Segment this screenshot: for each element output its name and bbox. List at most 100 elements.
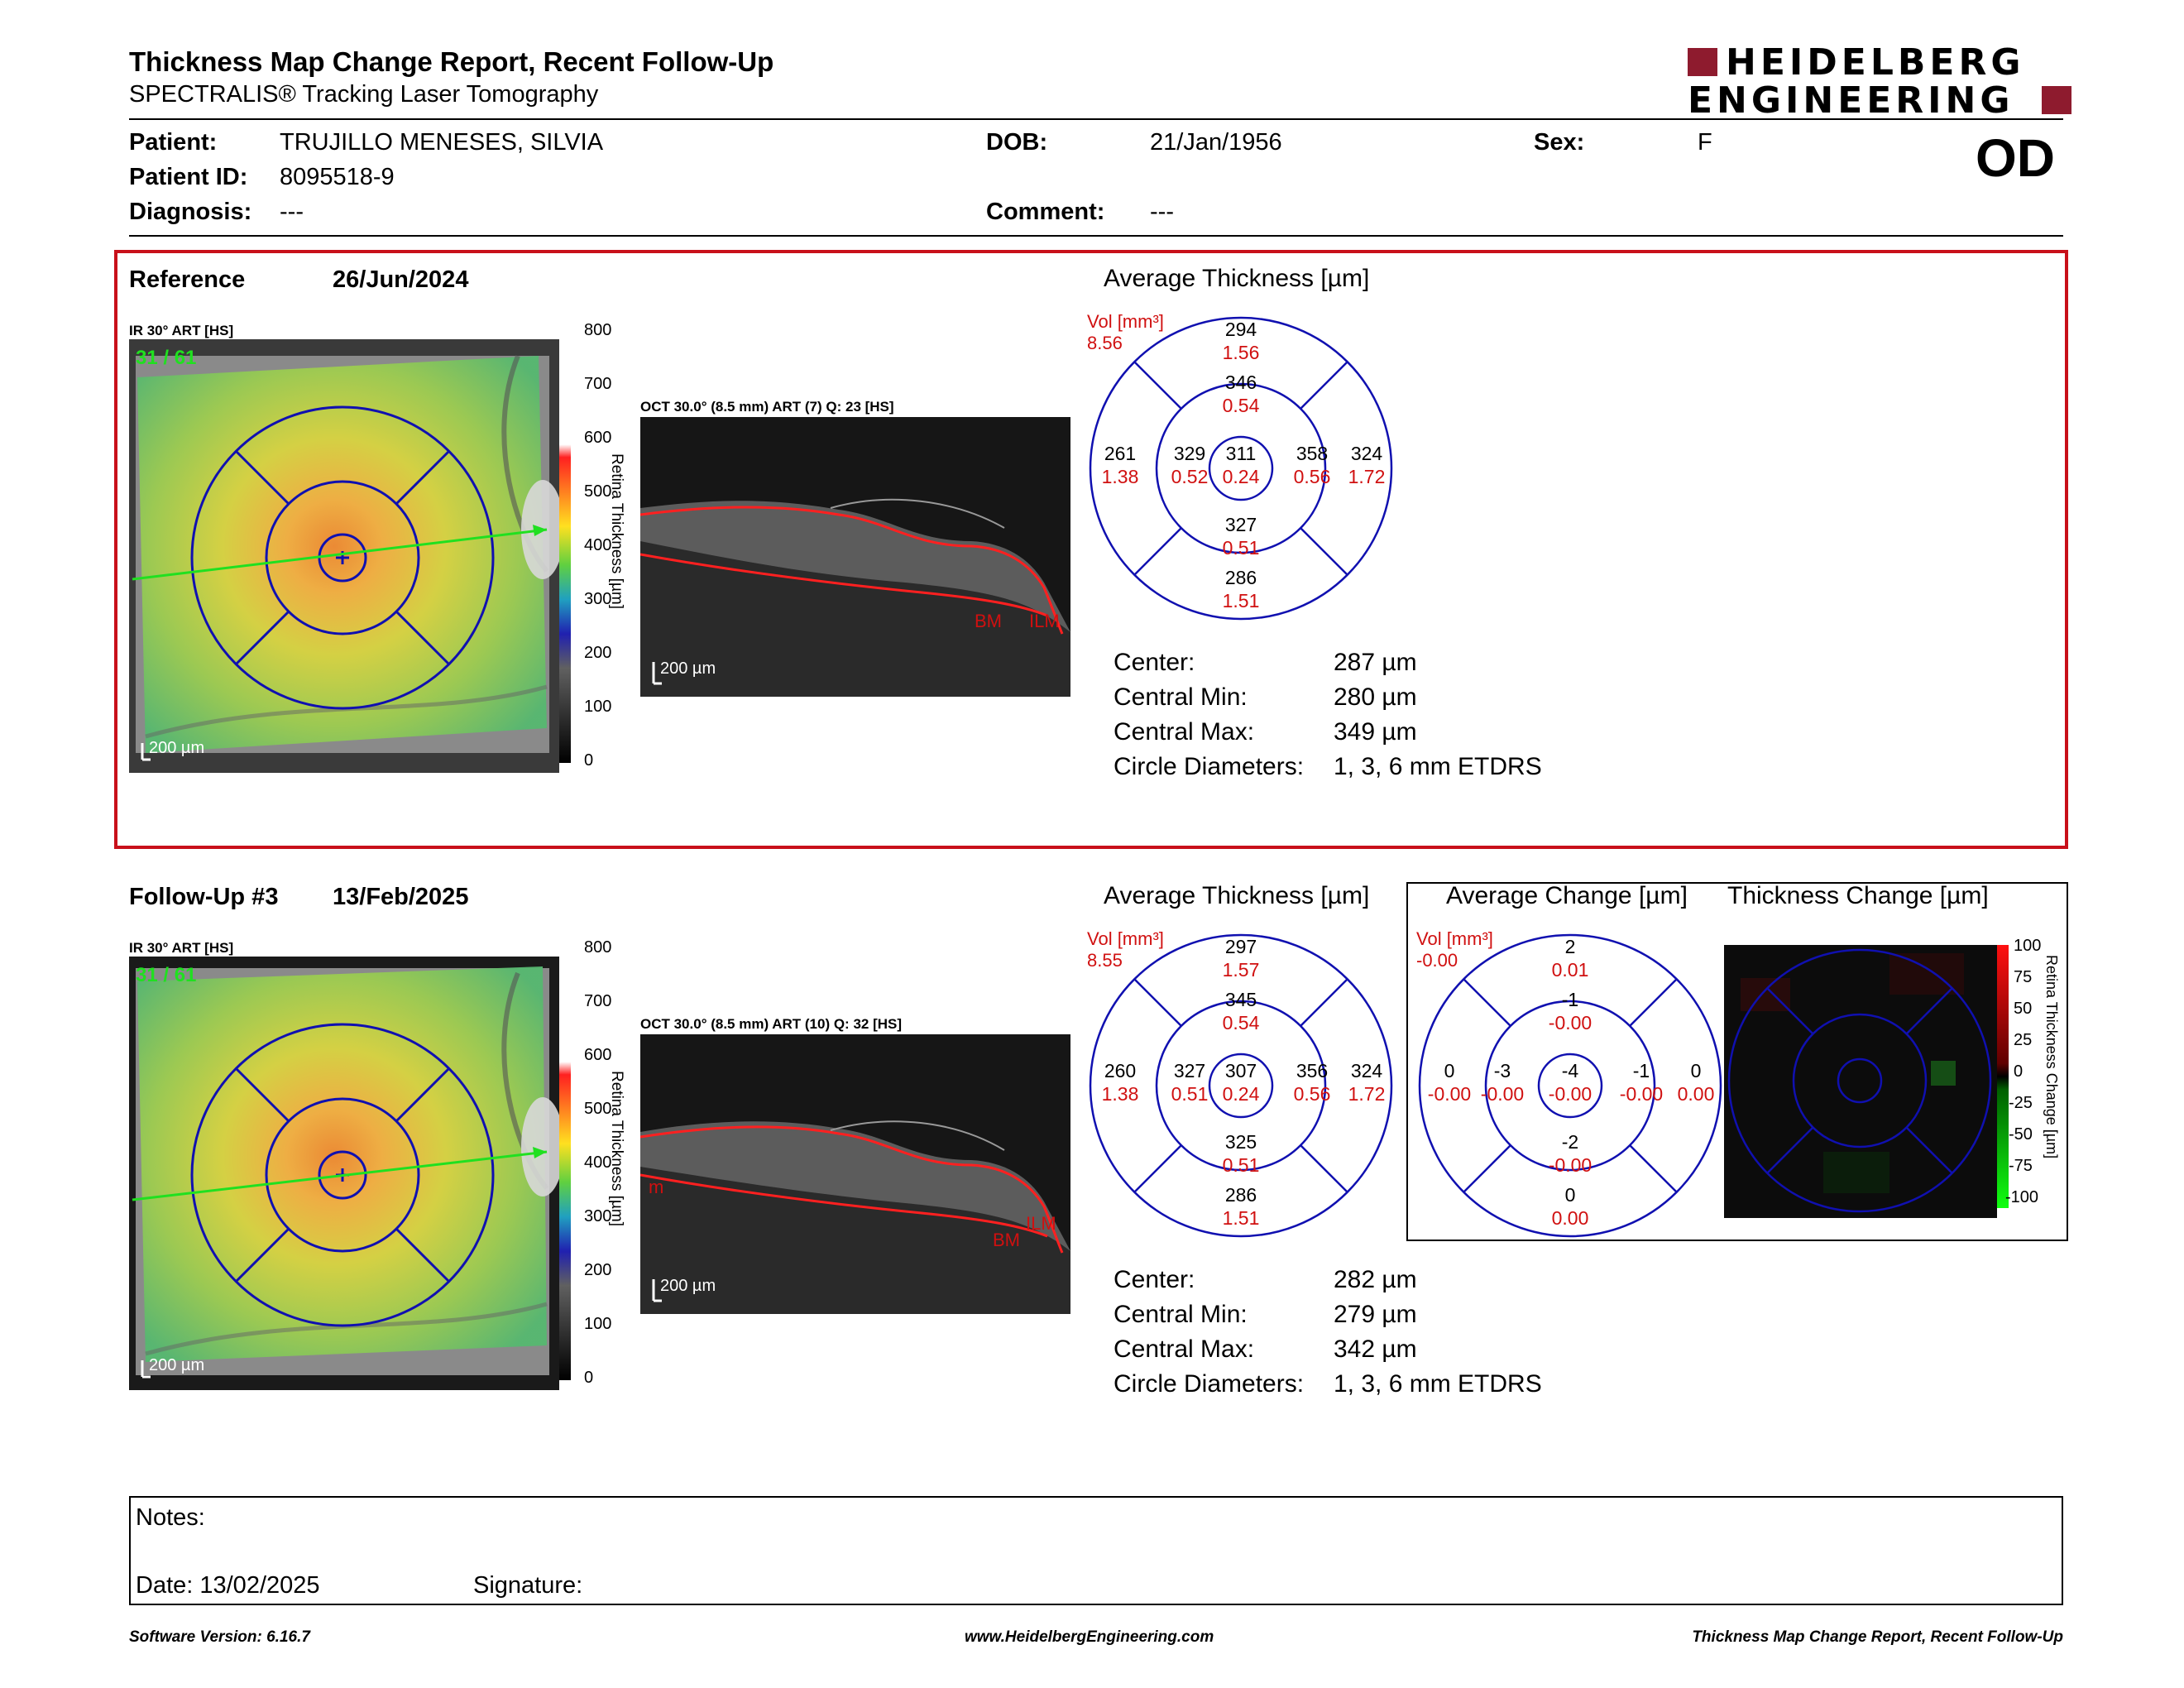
ref-inner-tmp-val: 329 [1174, 443, 1205, 464]
followup-date: 13/Feb/2025 [333, 884, 469, 910]
patient-id-label: Patient ID: [129, 164, 248, 190]
reference-oct-marker-ilm: ILM [1029, 611, 1060, 631]
chg-tick-m25: -25 [2009, 1094, 2033, 1112]
chg-center-vol: -0.00 [1549, 1083, 1592, 1105]
ref-tick-700: 700 [584, 375, 612, 393]
followup-label: Follow-Up #3 [129, 884, 279, 910]
chg-tick-0: 0 [2014, 1062, 2024, 1081]
chg-outer-tmp-vol: -0.00 [1428, 1083, 1471, 1105]
chg-tick-50: 50 [2014, 1000, 2033, 1018]
ref-tick-200: 200 [584, 644, 612, 662]
reference-ir-scale: 200 µm [149, 739, 204, 757]
ref-outer-nas-val: 324 [1351, 443, 1383, 464]
fu-inner-sup-vol: 0.54 [1223, 1012, 1260, 1033]
fu-outer-nas-vol: 1.72 [1348, 1083, 1386, 1105]
chg-inner-sup-val: -1 [1562, 989, 1578, 1010]
ref-center-val: 311 [1226, 443, 1257, 464]
fu-inner-tmp-val: 327 [1174, 1060, 1205, 1081]
followup-etdrs-grid: Vol [mm³] 8.55 297 1.57 345 0.54 307 0.2… [1087, 928, 1393, 1238]
reference-avg-title: Average Thickness [µm] [1104, 265, 1370, 292]
fu-tick-0: 0 [584, 1369, 594, 1387]
followup-avg-title: Average Thickness [µm] [1104, 882, 1370, 909]
followup-oct-marker-bm: BM [993, 1230, 1020, 1250]
change-vol-label: Vol [mm³] [1416, 928, 1493, 949]
reference-colorbar [559, 333, 571, 763]
change-vol-total: -0.00 [1416, 950, 1458, 971]
chg-inner-sup-vol: -0.00 [1549, 1012, 1592, 1033]
notes-date: Date: 13/02/2025 [136, 1572, 320, 1599]
fu-outer-sup-val: 297 [1225, 936, 1257, 957]
fu-stat-diam-value: 1, 3, 6 mm ETDRS [1334, 1370, 1542, 1398]
fu-inner-sup-val: 345 [1225, 989, 1257, 1010]
ref-inner-nas-vol: 0.56 [1294, 466, 1331, 487]
fu-tick-600: 600 [584, 1046, 612, 1064]
fu-tick-400: 400 [584, 1153, 612, 1172]
ref-outer-nas-vol: 1.72 [1348, 466, 1386, 487]
notes-box: Notes: Date: 13/02/2025 Signature: [129, 1496, 2063, 1605]
change-box [1406, 882, 2068, 1241]
fu-stat-max-label: Central Max: [1114, 1336, 1255, 1363]
footer-software-version: Software Version: 6.16.7 [129, 1628, 310, 1646]
chg-tick-75: 75 [2014, 968, 2033, 986]
followup-oct-marker-m: m [649, 1177, 663, 1197]
fu-stat-center-value: 282 µm [1334, 1266, 1417, 1293]
fu-tick-800: 800 [584, 938, 612, 957]
fu-inner-nas-vol: 0.56 [1294, 1083, 1331, 1105]
ref-stat-center-value: 287 µm [1334, 649, 1417, 676]
fu-inner-nas-val: 356 [1296, 1060, 1328, 1081]
footer-website: www.HeidelbergEngineering.com [965, 1628, 1214, 1646]
fu-tick-300: 300 [584, 1207, 612, 1225]
chg-tick-m50: -50 [2009, 1125, 2033, 1144]
reference-vol-label: Vol [mm³] [1087, 311, 1164, 332]
fu-tick-700: 700 [584, 992, 612, 1010]
chg-inner-tmp-vol: -0.00 [1481, 1083, 1524, 1105]
comment-label: Comment: [986, 199, 1105, 225]
reference-label: Reference [129, 266, 246, 293]
ref-inner-sup-val: 346 [1225, 372, 1257, 393]
fu-stat-min-label: Central Min: [1114, 1301, 1248, 1328]
chg-tick-100: 100 [2014, 937, 2042, 955]
patient-id: 8095518-9 [280, 164, 395, 190]
report-subtitle: SPECTRALIS® Tracking Laser Tomography [129, 81, 599, 108]
chg-outer-nas-val: 0 [1691, 1060, 1702, 1081]
chg-tick-m75: -75 [2009, 1157, 2033, 1175]
header-divider [129, 118, 2063, 120]
ref-stat-max-value: 349 µm [1334, 718, 1417, 746]
patient-divider [129, 235, 2063, 237]
fu-outer-tmp-val: 260 [1104, 1060, 1136, 1081]
dob-value: 21/Jan/1956 [1150, 129, 1282, 156]
chg-outer-nas-vol: 0.00 [1678, 1083, 1715, 1105]
sex-value: F [1698, 129, 1712, 156]
fu-stat-diam-label: Circle Diameters: [1114, 1370, 1305, 1398]
followup-oct-label: OCT 30.0° (8.5 mm) ART (10) Q: 32 [HS] [640, 1016, 903, 1032]
fu-stat-max-value: 342 µm [1334, 1336, 1417, 1363]
diagnosis-value: --- [280, 199, 304, 225]
fu-outer-inf-val: 286 [1225, 1184, 1257, 1206]
signature-label: Signature: [473, 1572, 583, 1599]
chg-inner-inf-val: -2 [1562, 1131, 1578, 1153]
ref-inner-nas-val: 358 [1296, 443, 1328, 464]
chg-inner-nas-vol: -0.00 [1620, 1083, 1663, 1105]
thickness-change-colorbar [1997, 945, 2009, 1208]
thickness-change-ticks: 100 75 50 25 0 -25 -50 -75 -100 [2005, 937, 2042, 1211]
followup-colorbar [559, 950, 571, 1380]
ref-tick-600: 600 [584, 429, 612, 447]
diagnosis-label: Diagnosis: [129, 199, 252, 225]
reference-colorbar-title: Retina Thickness [µm] [608, 453, 625, 609]
reference-oct-marker-bm: BM [975, 611, 1002, 631]
logo-square-right [2042, 86, 2071, 114]
followup-oct-scan: m BM ILM 200 µm [640, 1034, 1070, 1314]
chg-outer-tmp-val: 0 [1444, 1060, 1455, 1081]
ref-outer-inf-vol: 1.51 [1223, 590, 1260, 611]
reference-colorbar-ticks: 800 700 600 500 400 300 200 100 0 [566, 321, 611, 770]
patient-label: Patient: [129, 129, 218, 156]
fu-tick-200: 200 [584, 1261, 612, 1279]
followup-colorbar-ticks: 800 700 600 500 400 300 200 100 0 [566, 938, 611, 1387]
chg-inner-nas-val: -1 [1633, 1060, 1650, 1081]
reference-oct-scan: BM ILM 200 µm [640, 417, 1070, 697]
reference-date: 26/Jun/2024 [333, 266, 469, 293]
fu-tick-500: 500 [584, 1100, 612, 1118]
followup-ir-overlay: 31 / 61 [136, 964, 196, 986]
fu-outer-tmp-vol: 1.38 [1102, 1083, 1139, 1105]
ref-inner-inf-val: 327 [1225, 514, 1257, 535]
